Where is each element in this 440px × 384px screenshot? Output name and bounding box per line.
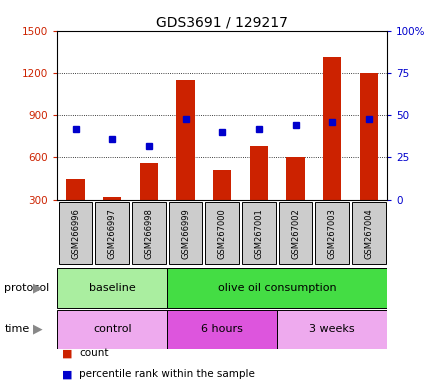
Bar [176, 80, 195, 200]
FancyBboxPatch shape [59, 202, 92, 264]
Text: GSM267003: GSM267003 [328, 208, 337, 259]
Bar [286, 157, 305, 200]
Text: GSM267000: GSM267000 [218, 208, 227, 259]
Text: ▶: ▶ [33, 281, 42, 295]
FancyBboxPatch shape [352, 202, 386, 264]
Bar [250, 146, 268, 200]
Text: GSM266999: GSM266999 [181, 208, 190, 259]
Bar [213, 170, 231, 200]
Text: count: count [79, 348, 109, 358]
Text: protocol: protocol [4, 283, 50, 293]
FancyBboxPatch shape [57, 268, 167, 308]
Title: GDS3691 / 129217: GDS3691 / 129217 [156, 16, 288, 30]
Text: GSM267004: GSM267004 [364, 208, 374, 259]
FancyBboxPatch shape [277, 310, 387, 349]
FancyBboxPatch shape [95, 202, 129, 264]
Text: ▶: ▶ [33, 323, 42, 336]
Text: GSM266997: GSM266997 [108, 208, 117, 259]
Text: 6 hours: 6 hours [201, 324, 243, 334]
Text: time: time [4, 324, 29, 334]
Text: GSM266998: GSM266998 [144, 208, 154, 259]
Text: percentile rank within the sample: percentile rank within the sample [79, 369, 255, 379]
Text: 3 weeks: 3 weeks [309, 324, 355, 334]
FancyBboxPatch shape [242, 202, 276, 264]
Bar [66, 179, 85, 200]
Text: GSM267002: GSM267002 [291, 208, 300, 259]
Text: olive oil consumption: olive oil consumption [218, 283, 337, 293]
FancyBboxPatch shape [279, 202, 312, 264]
Text: GSM267001: GSM267001 [254, 208, 264, 259]
Text: GSM266996: GSM266996 [71, 208, 80, 259]
Bar [103, 197, 121, 200]
Text: ■: ■ [62, 348, 72, 358]
Text: baseline: baseline [89, 283, 136, 293]
FancyBboxPatch shape [57, 310, 167, 349]
Bar [360, 73, 378, 200]
FancyBboxPatch shape [315, 202, 349, 264]
Text: control: control [93, 324, 132, 334]
FancyBboxPatch shape [205, 202, 239, 264]
Bar [140, 163, 158, 200]
FancyBboxPatch shape [167, 310, 277, 349]
FancyBboxPatch shape [169, 202, 202, 264]
Text: ■: ■ [62, 369, 72, 379]
Bar [323, 58, 341, 200]
FancyBboxPatch shape [167, 268, 387, 308]
FancyBboxPatch shape [132, 202, 166, 264]
